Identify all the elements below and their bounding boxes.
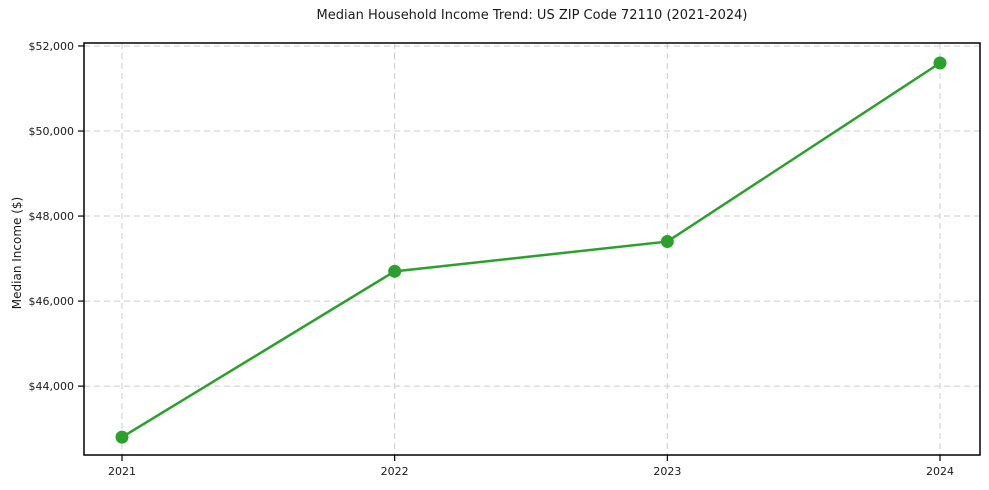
x-tick-label: 2024 (926, 465, 954, 478)
trend-line (120, 61, 942, 439)
y-tick-label: $44,000 (29, 380, 75, 393)
x-tick-label: 2023 (653, 465, 681, 478)
data-point-2022 (388, 264, 402, 278)
y-tick-label: $46,000 (29, 295, 75, 308)
chart-title: Median Household Income Trend: US ZIP Co… (316, 8, 748, 23)
y-tick-label: $52,000 (29, 40, 75, 53)
data-point-2021 (115, 430, 129, 444)
data-point-2024 (933, 56, 947, 70)
axis-frame (83, 42, 981, 456)
y-tick-label: $50,000 (29, 125, 75, 138)
x-tick-label: 2021 (108, 465, 136, 478)
y-tick-label: $48,000 (29, 210, 75, 223)
data-point-2023 (660, 235, 674, 249)
x-tick-label: 2022 (381, 465, 409, 478)
